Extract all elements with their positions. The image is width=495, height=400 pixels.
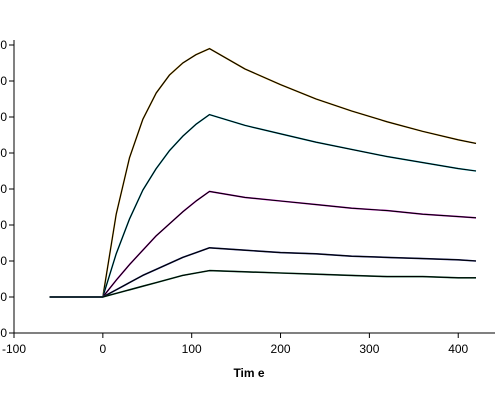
- y-tick-label: 110: [0, 146, 7, 160]
- fit-line-3: [49, 190, 477, 298]
- y-tick-label: 170: [0, 74, 7, 88]
- x-axis-title: Tim e: [233, 366, 264, 380]
- y-tick-label: 80: [0, 182, 7, 196]
- x-tick-label: 400: [448, 342, 468, 356]
- y-tick-label: 20: [0, 254, 7, 268]
- series-line-2: [49, 113, 477, 298]
- fit-line-4: [49, 247, 477, 298]
- y-tick-label: 140: [0, 110, 7, 124]
- y-tick-label: 50: [0, 218, 7, 232]
- axes: -100 0 100 200 300 400 -40 -10 20 50 80 110 140 170 20…: [0, 38, 495, 356]
- series-layer: [49, 47, 477, 298]
- x-tick-label: 300: [359, 342, 379, 356]
- series-line-1: [49, 47, 477, 298]
- y-tick-label: -40: [0, 326, 7, 340]
- x-tick-label: 100: [182, 342, 202, 356]
- y-tick-label: 200: [0, 38, 7, 52]
- x-tick-label: -100: [2, 342, 26, 356]
- fit-line-2: [49, 114, 477, 298]
- fit-line-1: [49, 48, 477, 298]
- x-tick-label: 200: [271, 342, 291, 356]
- series-line-3: [49, 190, 477, 298]
- y-tick-label: -10: [0, 290, 7, 304]
- x-tick-label: 0: [100, 342, 107, 356]
- fit-line-5: [49, 270, 476, 298]
